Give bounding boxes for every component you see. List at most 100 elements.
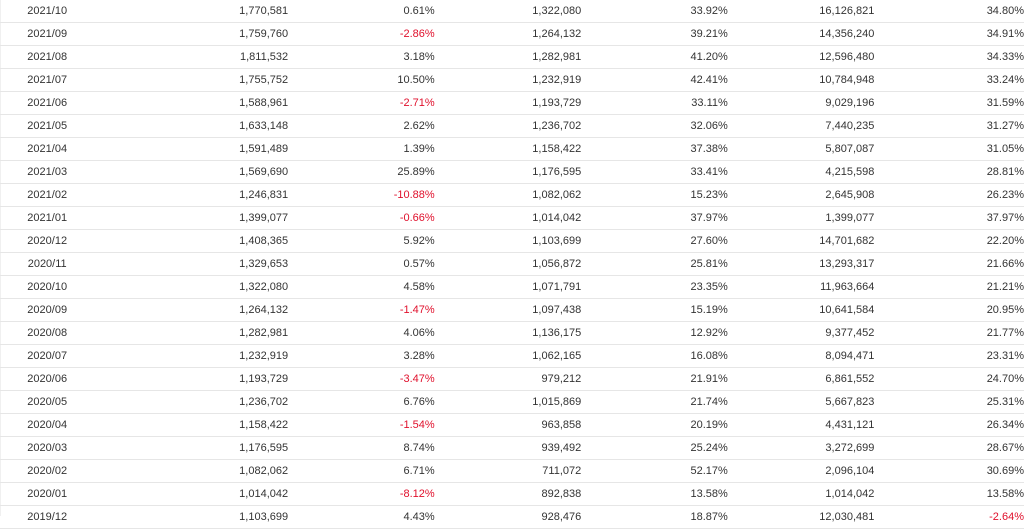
cell-prev-year-revenue: 1,062,165 (434, 344, 582, 369)
cell-prev-year-revenue: 963,858 (434, 413, 582, 438)
cell-cumulative-yoy-change: 34.80% (874, 0, 1024, 24)
cell-revenue: 1,014,042 (94, 482, 289, 507)
cell-prev-year-revenue: 1,176,595 (434, 160, 582, 185)
cell-cumulative-yoy-change: 21.21% (874, 275, 1024, 300)
cell-mom-change: 3.28% (288, 344, 435, 369)
cell-prev-year-revenue: 1,015,869 (434, 390, 582, 415)
table-row: 2021/03 1,569,690 25.89% 1,176,595 33.41% 4,2… (0, 160, 1024, 185)
cell-cumulative-revenue: 2,096,104 (727, 459, 875, 484)
cell-prev-year-revenue: 1,282,981 (434, 45, 582, 70)
cell-revenue: 1,158,422 (94, 413, 289, 438)
cell-mom-change: 10.50% (288, 68, 435, 93)
cell-cumulative-revenue: 16,126,821 (727, 0, 875, 24)
cell-yoy-change: 21.74% (581, 390, 728, 415)
cell-revenue: 1,176,595 (94, 436, 289, 461)
cell-revenue: 1,569,690 (94, 160, 289, 185)
cell-cumulative-revenue: 5,667,823 (727, 390, 875, 415)
cell-yoy-change: 18.87% (581, 505, 728, 529)
table-row: 2021/06 1,588,961 -2.71% 1,193,729 33.11% 9,0… (0, 91, 1024, 116)
cell-mom-change: 4.43% (288, 505, 435, 529)
cell-month: 2021/06 (0, 91, 95, 116)
table-row: 2019/12 1,103,699 4.43% 928,476 18.87% 12,030… (0, 505, 1024, 529)
cell-cumulative-yoy-change: 31.27% (874, 114, 1024, 139)
cell-cumulative-revenue: 9,377,452 (727, 321, 875, 346)
cell-month: 2020/05 (0, 390, 95, 415)
cell-cumulative-revenue: 4,215,598 (727, 160, 875, 185)
cell-mom-change: -1.47% (288, 298, 435, 323)
cell-yoy-change: 25.24% (581, 436, 728, 461)
cell-revenue: 1,322,080 (94, 275, 289, 300)
cell-cumulative-revenue: 2,645,908 (727, 183, 875, 208)
cell-prev-year-revenue: 1,264,132 (434, 22, 582, 47)
cell-revenue: 1,103,699 (94, 505, 289, 529)
cell-yoy-change: 37.38% (581, 137, 728, 162)
cell-yoy-change: 23.35% (581, 275, 728, 300)
table-row: 2020/01 1,014,042 -8.12% 892,838 13.58% 1,014… (0, 482, 1024, 507)
cell-cumulative-revenue: 4,431,121 (727, 413, 875, 438)
cell-cumulative-revenue: 13,293,317 (727, 252, 875, 277)
cell-mom-change: 6.76% (288, 390, 435, 415)
cell-revenue: 1,282,981 (94, 321, 289, 346)
cell-yoy-change: 27.60% (581, 229, 728, 254)
table-row: 2020/12 1,408,365 5.92% 1,103,699 27.60% 14,7… (0, 229, 1024, 254)
cell-mom-change: -2.86% (288, 22, 435, 47)
table-row: 2021/01 1,399,077 -0.66% 1,014,042 37.97% 1,3… (0, 206, 1024, 231)
cell-cumulative-revenue: 6,861,552 (727, 367, 875, 392)
cell-mom-change: 1.39% (288, 137, 435, 162)
cell-month: 2021/02 (0, 183, 95, 208)
table-row: 2021/05 1,633,148 2.62% 1,236,702 32.06% 7,44… (0, 114, 1024, 139)
cell-yoy-change: 20.19% (581, 413, 728, 438)
cell-mom-change: 6.71% (288, 459, 435, 484)
cell-yoy-change: 15.19% (581, 298, 728, 323)
table-row: 2020/02 1,082,062 6.71% 711,072 52.17% 2,096,… (0, 459, 1024, 484)
cell-month: 2020/01 (0, 482, 95, 507)
cell-cumulative-yoy-change: 31.59% (874, 91, 1024, 116)
table-row: 2020/10 1,322,080 4.58% 1,071,791 23.35% 11,9… (0, 275, 1024, 300)
cell-revenue: 1,082,062 (94, 459, 289, 484)
cell-yoy-change: 16.08% (581, 344, 728, 369)
cell-yoy-change: 12.92% (581, 321, 728, 346)
table-row: 2020/06 1,193,729 -3.47% 979,212 21.91% 6,861… (0, 367, 1024, 392)
cell-month: 2020/03 (0, 436, 95, 461)
cell-cumulative-yoy-change: 13.58% (874, 482, 1024, 507)
cell-cumulative-revenue: 5,807,087 (727, 137, 875, 162)
cell-prev-year-revenue: 1,103,699 (434, 229, 582, 254)
cell-revenue: 1,329,653 (94, 252, 289, 277)
cell-prev-year-revenue: 711,072 (434, 459, 582, 484)
cell-yoy-change: 13.58% (581, 482, 728, 507)
cell-cumulative-yoy-change: 26.34% (874, 413, 1024, 438)
cell-revenue: 1,399,077 (94, 206, 289, 231)
cell-yoy-change: 32.06% (581, 114, 728, 139)
cell-month: 2020/09 (0, 298, 95, 323)
cell-cumulative-yoy-change: 34.91% (874, 22, 1024, 47)
cell-mom-change: 3.18% (288, 45, 435, 70)
cell-month: 2020/11 (0, 252, 95, 277)
cell-mom-change: 4.58% (288, 275, 435, 300)
cell-prev-year-revenue: 892,838 (434, 482, 582, 507)
cell-month: 2021/05 (0, 114, 95, 139)
cell-cumulative-revenue: 12,596,480 (727, 45, 875, 70)
cell-cumulative-yoy-change: 22.20% (874, 229, 1024, 254)
cell-cumulative-revenue: 11,963,664 (727, 275, 875, 300)
table-row: 2020/05 1,236,702 6.76% 1,015,869 21.74% 5,66… (0, 390, 1024, 415)
cell-cumulative-revenue: 8,094,471 (727, 344, 875, 369)
cell-cumulative-yoy-change: 28.81% (874, 160, 1024, 185)
cell-prev-year-revenue: 1,322,080 (434, 0, 582, 24)
cell-mom-change: -0.66% (288, 206, 435, 231)
cell-prev-year-revenue: 939,492 (434, 436, 582, 461)
cell-yoy-change: 52.17% (581, 459, 728, 484)
cell-revenue: 1,246,831 (94, 183, 289, 208)
cell-prev-year-revenue: 1,193,729 (434, 91, 582, 116)
table-row: 2020/03 1,176,595 8.74% 939,492 25.24% 3,272,… (0, 436, 1024, 461)
table-row: 2020/04 1,158,422 -1.54% 963,858 20.19% 4,431… (0, 413, 1024, 438)
cell-cumulative-revenue: 10,784,948 (727, 68, 875, 93)
cell-yoy-change: 33.41% (581, 160, 728, 185)
cell-mom-change: 2.62% (288, 114, 435, 139)
cell-month: 2021/03 (0, 160, 95, 185)
cell-revenue: 1,770,581 (94, 0, 289, 24)
cell-month: 2021/04 (0, 137, 95, 162)
cell-month: 2021/01 (0, 206, 95, 231)
cell-revenue: 1,408,365 (94, 229, 289, 254)
cell-month: 2020/07 (0, 344, 95, 369)
cell-prev-year-revenue: 1,236,702 (434, 114, 582, 139)
